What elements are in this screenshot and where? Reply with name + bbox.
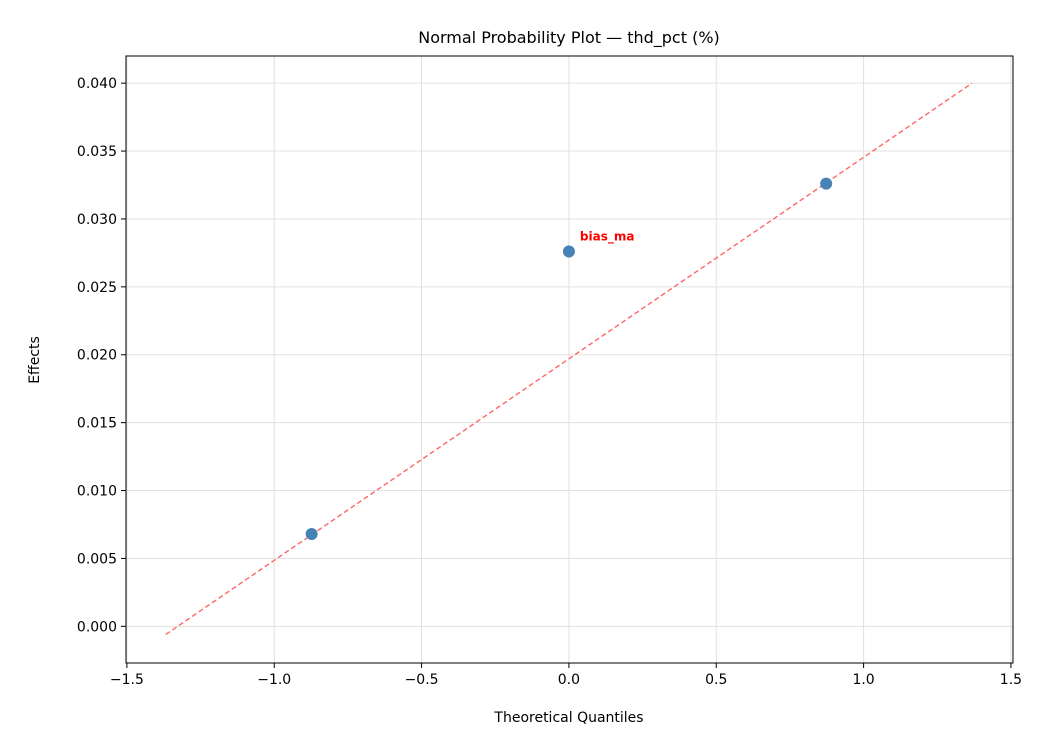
chart-title: Normal Probability Plot — thd_pct (%) [418, 28, 720, 48]
x-tick-label: −1.0 [257, 672, 291, 688]
x-tick-label: −1.5 [110, 672, 144, 688]
x-tick-label: 0.0 [558, 672, 580, 688]
y-tick-label: 0.040 [77, 76, 117, 92]
y-tick-label: 0.005 [77, 551, 117, 567]
reference-line-group [165, 82, 973, 636]
y-tick-label: 0.010 [77, 484, 117, 500]
data-point [820, 177, 833, 190]
y-axis: 0.000 0.005 0.010 0.015 0.020 0.025 0.030 0.035… [77, 76, 126, 635]
data-point [562, 245, 575, 258]
y-tick-label: 0.020 [77, 348, 117, 364]
y-tick-label: 0.000 [77, 619, 117, 635]
x-axis-label: Theoretical Quantiles [493, 710, 643, 726]
x-tick-label: 0.5 [705, 672, 727, 688]
x-tick-label: −0.5 [405, 672, 439, 688]
y-tick-label: 0.030 [77, 212, 117, 228]
grid [126, 56, 1013, 663]
y-tick-label: 0.025 [77, 280, 117, 296]
y-tick-label: 0.015 [77, 416, 117, 432]
reference-line [165, 82, 973, 636]
y-tick-label: 0.035 [77, 144, 117, 160]
x-axis: −1.5 −1.0 −0.5 0.0 0.5 1.0 1.5 [110, 663, 1022, 688]
x-tick-label: 1.0 [852, 672, 874, 688]
x-tick-label: 1.5 [1000, 672, 1022, 688]
plot-frame [125, 55, 1014, 664]
point-annotation: bias_ma [580, 230, 635, 245]
y-axis-label: Effects [27, 336, 43, 384]
data-point [305, 527, 318, 540]
points-group: bias_ma [305, 177, 833, 540]
